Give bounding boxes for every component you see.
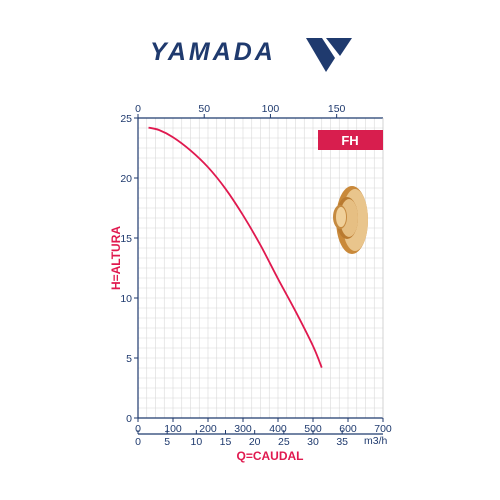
x-m3h-tick-label: 35 xyxy=(336,436,348,448)
pump-curve-line xyxy=(148,126,323,368)
y-tick-label: 5 xyxy=(126,353,132,365)
y-tick-label: 25 xyxy=(120,113,132,125)
x-m3h-tick-label: 30 xyxy=(307,436,319,448)
axes xyxy=(134,114,384,435)
brand-wordmark: YAMADA xyxy=(150,38,276,66)
x-lpm-tick-label: 400 xyxy=(269,423,287,435)
x-lpm-tick-label: 500 xyxy=(304,423,322,435)
y-tick-label: 0 xyxy=(126,413,132,425)
impeller-icon xyxy=(333,186,368,254)
x-lpm-tick-label: 600 xyxy=(339,423,357,435)
y-tick-label: 20 xyxy=(120,173,132,185)
badge: FH xyxy=(318,130,383,150)
x-lpm-tick-label: 200 xyxy=(199,423,217,435)
top-tick-label: 100 xyxy=(262,103,280,115)
model-badge-box xyxy=(318,130,383,150)
y-tick-label: 10 xyxy=(120,293,132,305)
model-badge-label: FH xyxy=(341,133,358,148)
x-lpm-tick-label: 300 xyxy=(234,423,252,435)
x-m3h-tick-label: 5 xyxy=(164,436,170,448)
yamada-wordmark: YAMADA xyxy=(150,38,276,66)
x-m3h-unit-label: m3/h xyxy=(364,435,388,447)
x-m3h-tick-label: 20 xyxy=(249,436,261,448)
x-lpm-tick-label: 100 xyxy=(164,423,182,435)
top-tick-label: 0 xyxy=(135,103,141,115)
x-lpm-tick-label: 700 xyxy=(374,423,392,435)
y-axis-title: H=ALTURA xyxy=(109,226,123,290)
top-tick-label: 150 xyxy=(328,103,346,115)
x-m3h-tick-label: 15 xyxy=(220,436,232,448)
x-m3h-tick-label: 25 xyxy=(278,436,290,448)
curve-layer xyxy=(148,126,323,368)
x-m3h-tick-label: 10 xyxy=(190,436,202,448)
x-lpm-tick-label: 0 xyxy=(135,423,141,435)
grid xyxy=(138,118,383,418)
x-m3h-tick-label: 0 xyxy=(135,436,141,448)
y-tick-label: 15 xyxy=(120,233,132,245)
top-tick-label: 50 xyxy=(198,103,210,115)
brand-logo: YAMADA xyxy=(0,0,500,110)
x-axis-title: Q=CAUDAL xyxy=(236,449,303,463)
yamada-v-emblem-icon xyxy=(306,38,352,72)
